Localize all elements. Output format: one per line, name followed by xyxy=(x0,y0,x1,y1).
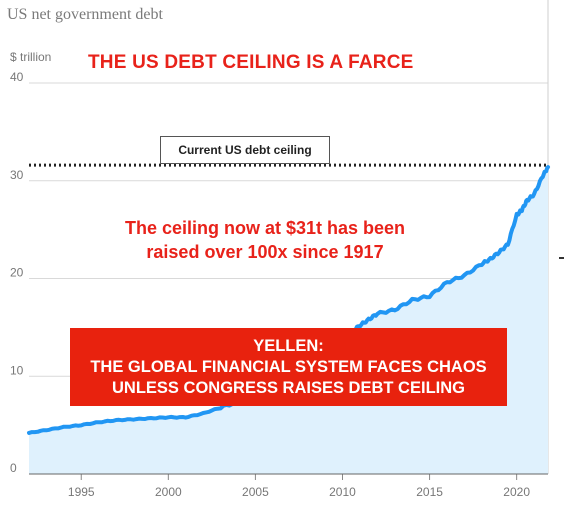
yellen-banner: YELLEN: THE GLOBAL FINANCIAL SYSTEM FACE… xyxy=(70,328,507,406)
debt-area-fill xyxy=(29,167,548,474)
x-tick-label: 2015 xyxy=(416,485,443,499)
chart-title: US net government debt xyxy=(7,6,163,23)
ceiling-note-line-2: raised over 100x since 1917 xyxy=(146,242,384,262)
banner-line-1: YELLEN: xyxy=(253,337,324,355)
banner-line-2: THE GLOBAL FINANCIAL SYSTEM FACES CHAOS xyxy=(90,358,487,376)
y-tick-label: 40 xyxy=(10,70,24,84)
x-tick-label: 2000 xyxy=(155,485,182,499)
y-tick-label: 0 xyxy=(10,461,17,475)
edge-mark xyxy=(559,257,564,259)
ceiling-label-box: Current US debt ceiling xyxy=(160,136,330,164)
headline: THE US DEBT CEILING IS A FARCE xyxy=(88,52,414,73)
x-axis-ticks: 1995 2000 2005 2010 2015 2020 xyxy=(68,474,530,499)
y-axis-unit-label: $ trillion xyxy=(10,50,52,64)
x-tick-label: 1995 xyxy=(68,485,95,499)
ceiling-label: Current US debt ceiling xyxy=(178,143,312,157)
x-tick-label: 2005 xyxy=(242,485,269,499)
ceiling-note: The ceiling now at $31t has been raised … xyxy=(100,216,430,264)
ceiling-note-line-1: The ceiling now at $31t has been xyxy=(124,218,406,238)
y-tick-label: 10 xyxy=(10,363,24,377)
banner-line-3: UNLESS CONGRESS RAISES DEBT CEILING xyxy=(112,379,465,397)
x-tick-label: 2020 xyxy=(503,485,530,499)
y-axis-ticks: 0 10 20 30 40 xyxy=(10,70,24,475)
y-tick-label: 20 xyxy=(10,266,24,280)
x-tick-label: 2010 xyxy=(329,485,356,499)
y-tick-label: 30 xyxy=(10,168,24,182)
